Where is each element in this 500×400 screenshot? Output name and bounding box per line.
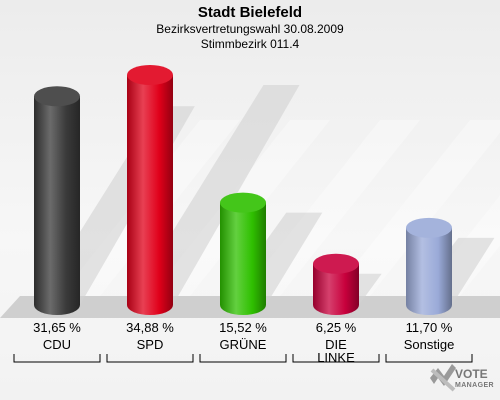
category-label: Sonstige: [404, 337, 455, 352]
bar-grüne: [220, 202, 266, 315]
value-label: 31,65 %: [33, 320, 81, 335]
category-bracket: [106, 354, 194, 363]
value-labels: 31,65 % 34,88 % 15,52 % 6,25 % 11,70 %: [33, 320, 453, 335]
bar-top: [313, 253, 359, 274]
bar-spd: [127, 75, 173, 315]
category-bracket: [199, 354, 287, 363]
bars: [34, 65, 452, 315]
logo-sub: MANAGER: [455, 382, 494, 389]
district-label: Stimmbezirk 011.4: [200, 37, 300, 51]
bar-die-linke: [313, 263, 359, 315]
category-bracket: [385, 354, 473, 363]
bar-cdu: [34, 96, 80, 315]
category-bracket: [292, 354, 380, 363]
value-label: 11,70 %: [406, 320, 453, 335]
category-label: SPD: [137, 337, 164, 352]
value-label: 6,25 %: [316, 320, 357, 335]
category-label: CDU: [43, 337, 71, 352]
vote-x-icon: [430, 364, 456, 392]
bar-top: [34, 86, 80, 107]
category-label: DIE: [325, 337, 347, 352]
category-label: LINKE: [317, 350, 355, 365]
value-label: 34,88 %: [126, 320, 174, 335]
bar-top: [220, 192, 266, 213]
logo-word: VOTE: [455, 367, 488, 381]
bar-top: [406, 217, 452, 238]
bar-sonstige: [406, 227, 452, 315]
category-bracket: [13, 354, 101, 363]
category-label: GRÜNE: [220, 337, 267, 352]
backdrop-band: [330, 120, 500, 296]
category-brackets: [13, 354, 473, 363]
chart-subtitle: Bezirksvertretungswahl 30.08.2009: [156, 22, 344, 36]
value-label: 15,52 %: [219, 320, 267, 335]
bar-top: [127, 65, 173, 85]
chart-title: Stadt Bielefeld: [197, 4, 303, 21]
